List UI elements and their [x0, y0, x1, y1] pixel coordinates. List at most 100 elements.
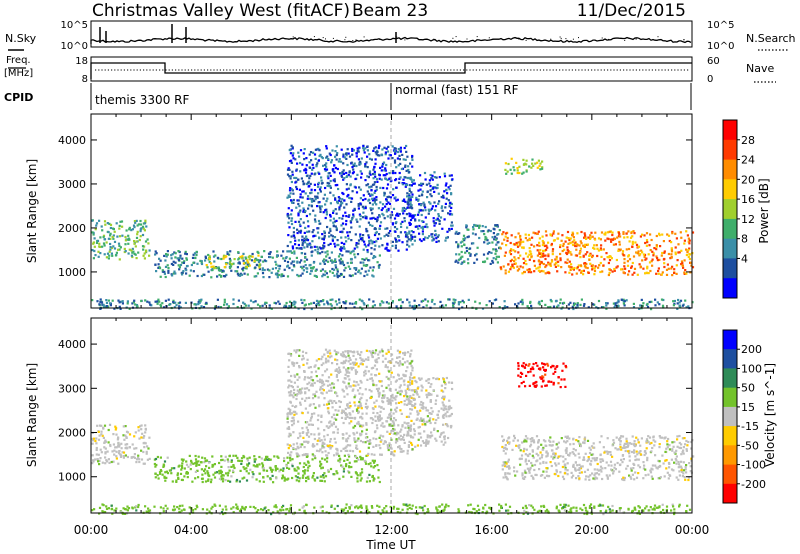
- heatmap-cell: [373, 201, 376, 204]
- heatmap-cell: [392, 432, 395, 435]
- heatmap-cell: [398, 436, 401, 440]
- heatmap-cell: [379, 201, 382, 204]
- heatmap-cell: [115, 251, 118, 254]
- heatmap-cell: [223, 301, 226, 304]
- heatmap-cell: [459, 256, 463, 259]
- heatmap-cell: [344, 236, 347, 239]
- heatmap-cell: [603, 233, 606, 236]
- heatmap-cell: [353, 247, 356, 250]
- heatmap-cell: [603, 258, 606, 261]
- heatmap-cell: [299, 403, 302, 406]
- heatmap-cell: [289, 177, 292, 180]
- heatmap-cell: [183, 260, 186, 263]
- heatmap-cell: [318, 246, 321, 249]
- heatmap-cell: [107, 428, 110, 432]
- heatmap-cell: [294, 475, 297, 478]
- heatmap-cell: [442, 395, 445, 398]
- heatmap-cell: [542, 254, 545, 257]
- heatmap-cell: [394, 152, 397, 155]
- heatmap-cell: [299, 161, 302, 165]
- heatmap-cell: [283, 459, 286, 463]
- heatmap-cell: [364, 245, 368, 248]
- heatmap-cell: [353, 361, 356, 364]
- heatmap-cell: [618, 243, 621, 246]
- heatmap-cell: [174, 256, 177, 259]
- heatmap-cell: [372, 173, 375, 176]
- heatmap-cell: [343, 156, 346, 159]
- heatmap-cell: [410, 204, 413, 207]
- heatmap-cell: [168, 469, 171, 472]
- heatmap-cell: [330, 234, 333, 237]
- heatmap-cell: [303, 182, 306, 185]
- heatmap-cell: [298, 210, 301, 214]
- heatmap-cell: [229, 250, 232, 253]
- heatmap-cell: [687, 237, 690, 240]
- heatmap-cell: [355, 381, 358, 384]
- heatmap-cell: [316, 162, 319, 165]
- heatmap-cell: [454, 298, 457, 302]
- heatmap-cell: [557, 264, 560, 267]
- heatmap-cell: [182, 261, 185, 264]
- heatmap-cell: [103, 305, 106, 308]
- heatmap-cell: [428, 182, 431, 185]
- heatmap-cell: [378, 405, 381, 408]
- heatmap-cell: [333, 473, 336, 476]
- heatmap-cell: [583, 303, 586, 306]
- heatmap-cell: [348, 401, 351, 404]
- heatmap-cell: [142, 248, 145, 251]
- heatmap-cell: [155, 270, 158, 273]
- heatmap-cell: [360, 477, 363, 480]
- heatmap-cell: [359, 202, 362, 205]
- heatmap-cell: [667, 252, 670, 256]
- heatmap-cell: [616, 236, 619, 239]
- heatmap-cell: [379, 237, 382, 240]
- heatmap-cell: [302, 208, 305, 212]
- heatmap-cell: [349, 267, 352, 270]
- heatmap-cell: [405, 213, 408, 216]
- heatmap-cell: [128, 228, 131, 231]
- heatmap-cell: [375, 178, 378, 181]
- heatmap-cell: [439, 433, 443, 436]
- heatmap-cell: [98, 434, 101, 437]
- heatmap-cell: [172, 263, 175, 266]
- heatmap-cell: [227, 460, 230, 463]
- heatmap-cell: [104, 440, 107, 443]
- heatmap-cell: [464, 237, 467, 240]
- heatmap-cell: [355, 155, 358, 158]
- heatmap-cell: [522, 257, 525, 260]
- heatmap-cell: [290, 180, 293, 184]
- heatmap-cell: [299, 389, 302, 392]
- heatmap-cell: [317, 181, 320, 184]
- heatmap-cell: [180, 464, 184, 467]
- heatmap-cell: [351, 302, 354, 305]
- heatmap-cell: [138, 238, 141, 242]
- heatmap-cell: [137, 426, 140, 429]
- heatmap-cell: [289, 187, 292, 190]
- heatmap-cell: [430, 393, 433, 396]
- heatmap-cell: [411, 158, 414, 161]
- heatmap-cell: [214, 266, 217, 269]
- heatmap-cell: [355, 268, 358, 271]
- heatmap-cell: [435, 237, 438, 240]
- heatmap-cell: [600, 248, 603, 251]
- heatmap-cell: [342, 366, 345, 369]
- heatmap-cell: [608, 268, 611, 271]
- heatmap-cell: [358, 392, 361, 395]
- heatmap-cell: [406, 240, 409, 243]
- heatmap-cell: [102, 235, 105, 239]
- heatmap-cell: [482, 260, 485, 263]
- heatmap-cell: [606, 256, 609, 259]
- heatmap-cell: [364, 216, 367, 220]
- heatmap-cell: [443, 175, 447, 178]
- heatmap-cell: [411, 154, 414, 158]
- heatmap-cell: [143, 222, 146, 225]
- heatmap-cell: [364, 436, 368, 439]
- heatmap-cell: [452, 302, 455, 305]
- heatmap-cell: [639, 235, 642, 238]
- heatmap-cell: [271, 474, 274, 477]
- heatmap-cell: [424, 209, 427, 212]
- heatmap-cell: [510, 234, 513, 237]
- heatmap-cell: [504, 251, 507, 254]
- heatmap-cell: [292, 416, 295, 419]
- heatmap-cell: [287, 370, 290, 373]
